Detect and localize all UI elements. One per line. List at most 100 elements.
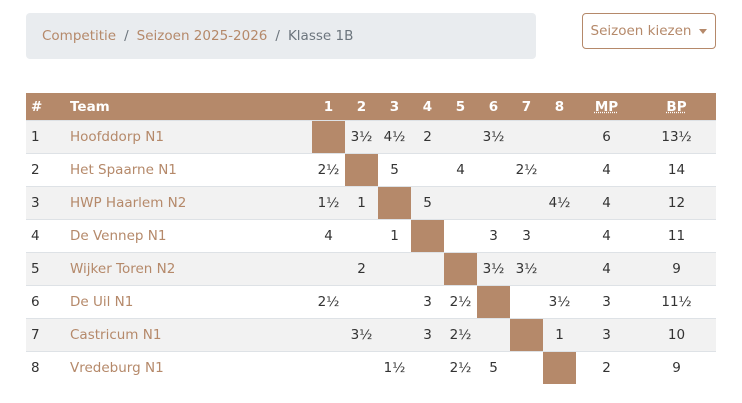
header-cell: 7: [510, 93, 543, 121]
table-row: 8 Vredeburg N1 1½ 2½ 5 2 9: [26, 351, 716, 384]
header-cell: 5: [444, 93, 477, 121]
table-cell: [477, 186, 510, 220]
table-cell: 11½: [637, 285, 716, 319]
team-link[interactable]: De Vennep N1: [70, 228, 167, 244]
breadcrumb-separator: /: [124, 28, 129, 44]
table-row: 6 De Uil N1 2½ 3 2½ 3½ 3 11½: [26, 285, 716, 319]
cell-text: 3½: [515, 261, 538, 277]
button-label: Seizoen kiezen: [590, 23, 692, 39]
table-cell: [345, 219, 378, 253]
table-cell: 3: [477, 219, 510, 253]
table-cell: 3½: [543, 285, 576, 319]
table-cell: 5: [26, 252, 62, 286]
table-cell: [444, 186, 477, 220]
table-cell: [345, 351, 378, 384]
cell-text: 3½: [482, 129, 505, 145]
table-cell: 2: [345, 252, 378, 286]
table-cell: 9: [637, 351, 716, 384]
cell-text: 1½: [317, 195, 340, 211]
header-label: 1: [323, 98, 334, 115]
breadcrumb-separator: /: [275, 28, 280, 44]
table-cell: 2½: [312, 153, 345, 187]
header-label: 8: [554, 98, 565, 115]
table-cell: HWP Haarlem N2: [62, 186, 312, 220]
cell-text: 3: [489, 228, 498, 244]
header-label: BP: [666, 98, 687, 115]
cell-text: 3½: [350, 327, 373, 343]
cell-text: 1½: [383, 360, 406, 376]
cell-text: 1: [390, 228, 399, 244]
table-cell: 3: [411, 285, 444, 319]
table-cell: De Uil N1: [62, 285, 312, 319]
team-link[interactable]: Het Spaarne N1: [70, 162, 177, 178]
table-cell: 1: [26, 120, 62, 154]
team-link[interactable]: Vredeburg N1: [70, 360, 164, 376]
table-cell: 6: [26, 285, 62, 319]
caret: [699, 28, 708, 34]
header-cell: 3: [378, 93, 411, 121]
team-link[interactable]: Castricum N1: [70, 327, 162, 343]
header-label: 6: [488, 98, 499, 115]
table-cell: 1½: [312, 186, 345, 220]
table-cell: 4½: [378, 120, 411, 154]
cell-text: 9: [672, 261, 681, 277]
cell-text: 3: [602, 294, 611, 310]
cell-text: 5: [489, 360, 498, 376]
header-label: 5: [455, 98, 466, 115]
self-match-cell: [312, 120, 345, 154]
table-cell: 4: [576, 153, 637, 187]
table-cell: 3½: [477, 120, 510, 154]
cell-text: 2: [357, 261, 366, 277]
table-cell: 2: [411, 120, 444, 154]
header-label: 4: [422, 98, 433, 115]
table-cell: Het Spaarne N1: [62, 153, 312, 187]
table-cell: [312, 318, 345, 352]
team-link[interactable]: HWP Haarlem N2: [70, 195, 187, 211]
table-cell: 4: [444, 153, 477, 187]
table-cell: [378, 318, 411, 352]
table-cell: 9: [637, 252, 716, 286]
table-cell: [477, 318, 510, 352]
cell-text: 3: [31, 195, 40, 211]
table-cell: 4: [26, 219, 62, 253]
table-cell: 4½: [543, 186, 576, 220]
cell-text: 4: [602, 195, 611, 211]
cell-text: 3: [522, 228, 531, 244]
cell-text: 6: [31, 294, 40, 310]
table-cell: De Vennep N1: [62, 219, 312, 253]
table-cell: 3: [26, 186, 62, 220]
header-label: #: [31, 98, 43, 115]
table-cell: 1: [345, 186, 378, 220]
breadcrumb-item[interactable]: Competitie: [42, 28, 117, 44]
table-cell: [510, 186, 543, 220]
cell-text: 14: [667, 162, 686, 178]
header-label: Team: [70, 98, 110, 115]
table-cell: 2½: [444, 285, 477, 319]
table-cell: 7: [26, 318, 62, 352]
team-link[interactable]: Hoofddorp N1: [70, 129, 164, 145]
table-cell: [411, 252, 444, 286]
table-cell: [510, 120, 543, 154]
table-cell: 3½: [477, 252, 510, 286]
table-cell: [312, 252, 345, 286]
table-row: 3 HWP Haarlem N2 1½ 1 5 4½ 4 12: [26, 186, 716, 220]
table-cell: [312, 351, 345, 384]
table-cell: 3: [576, 318, 637, 352]
team-link[interactable]: Wijker Toren N2: [70, 261, 176, 277]
table-row: 1 Hoofddorp N1 3½ 4½ 2 3½ 6 13½: [26, 120, 716, 154]
table-cell: [411, 351, 444, 384]
table-cell: 8: [26, 351, 62, 384]
table-cell: 4: [312, 219, 345, 253]
team-link[interactable]: De Uil N1: [70, 294, 134, 310]
header-cell: BP: [637, 93, 716, 121]
breadcrumb-item[interactable]: Seizoen 2025-2026: [136, 28, 268, 44]
cell-text: 8: [31, 360, 40, 376]
cell-text: 3½: [482, 261, 505, 277]
header-label: 7: [521, 98, 532, 115]
table-cell: [510, 351, 543, 384]
self-match-cell: [411, 219, 444, 253]
header-cell: Team: [62, 93, 312, 121]
table-cell: Wijker Toren N2: [62, 252, 312, 286]
season-dropdown[interactable]: Seizoen kiezen: [582, 13, 716, 49]
